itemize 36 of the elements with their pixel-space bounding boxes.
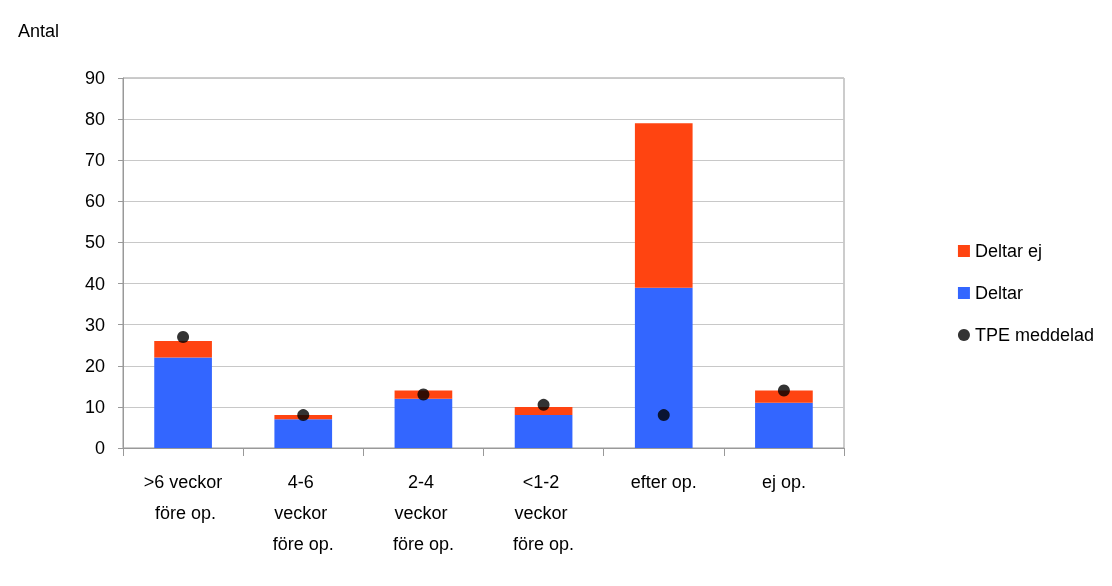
y-axis-title: Antal: [18, 21, 60, 41]
y-tick-label: 70: [84, 150, 105, 171]
y-tick-label: 40: [84, 273, 105, 294]
bar: [514, 415, 573, 448]
bar: [634, 287, 693, 448]
point: [777, 384, 790, 397]
bar: [274, 419, 333, 448]
x-tick-label: efter op.: [630, 471, 697, 492]
y-tick-label: 90: [84, 68, 105, 88]
y-tick-label: 50: [84, 232, 105, 253]
x-tick-label: <1-2 veckor före op.: [513, 471, 575, 554]
point: [177, 331, 190, 343]
legend-label: TPE meddelad: [974, 325, 1095, 345]
y-tick-label: 60: [84, 191, 105, 212]
bar: [514, 406, 573, 416]
bar: [154, 341, 212, 358]
point: [297, 409, 310, 422]
point: [537, 398, 550, 411]
bar: [755, 402, 813, 448]
legend-label: Deltar ej: [974, 241, 1042, 261]
point: [657, 409, 670, 422]
bar: [394, 398, 453, 448]
y-tick-label: 20: [84, 355, 105, 376]
x-tick-label: >6 veckor före op.: [143, 471, 223, 523]
bar: [154, 357, 212, 448]
bar: [755, 390, 813, 403]
legend-label: Deltar: [974, 283, 1023, 303]
y-tick-label: 80: [84, 109, 105, 130]
x-tick-label: 4-6 veckor före op.: [272, 471, 334, 554]
x-tick-label: 2-4 veckor före op.: [392, 471, 454, 554]
point: [417, 388, 430, 401]
y-tick-label: 10: [84, 396, 105, 417]
y-tick-label: 30: [84, 314, 105, 335]
y-tick-label: 0: [94, 438, 105, 458]
x-tick-label: ej op.: [761, 471, 806, 492]
bar: [634, 123, 693, 288]
